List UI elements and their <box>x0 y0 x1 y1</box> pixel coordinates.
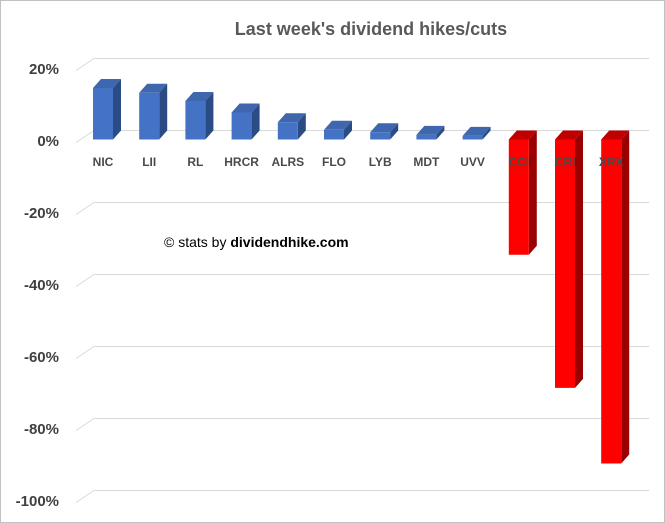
bar-face <box>462 126 491 136</box>
category-label-LYB: LYB <box>368 155 392 169</box>
y-axis-label: -40% <box>23 276 59 294</box>
bar-face <box>185 91 214 101</box>
y-axis-label: 20% <box>28 60 59 78</box>
bar-face <box>113 79 121 140</box>
bar-face <box>390 123 399 140</box>
bar-face <box>324 129 344 140</box>
bar-HRCR <box>231 103 260 140</box>
bar-face <box>621 130 630 464</box>
bar-UVV <box>462 126 491 140</box>
bar-face <box>462 135 483 140</box>
axis-tick <box>75 490 95 503</box>
bar-face <box>251 103 260 140</box>
bar-RL <box>185 91 214 140</box>
category-label-HRCR: HRCR <box>224 155 259 169</box>
y-axis-label: -80% <box>23 420 59 438</box>
bar-face <box>482 126 491 140</box>
category-label-UVV: UVV <box>460 155 485 169</box>
bar-face <box>601 139 622 464</box>
bar-face <box>205 91 214 140</box>
y-axis-label: 0% <box>37 132 59 150</box>
y-axis-label: -100% <box>15 492 59 510</box>
bar-face <box>185 100 206 140</box>
bar-face <box>139 92 160 140</box>
axis-tick <box>75 346 95 359</box>
bar-face <box>139 83 168 93</box>
bar-face <box>416 125 445 135</box>
category-label-RL: RL <box>187 155 204 169</box>
bar-face <box>277 122 298 140</box>
bar-MDT <box>416 125 445 140</box>
category-label-CCI: CCI <box>508 155 530 169</box>
bar-face <box>555 139 575 388</box>
bar-face <box>93 88 113 140</box>
bar-face <box>370 132 391 140</box>
bar-face <box>508 139 529 255</box>
bar-CCI <box>508 130 537 255</box>
y-axis-label: -60% <box>23 348 59 366</box>
axis-tick <box>75 418 95 431</box>
bar-face <box>93 79 121 89</box>
watermark-brand: dividendhike.com <box>230 234 349 250</box>
bar-face <box>277 113 306 123</box>
category-label-NIC: NIC <box>92 155 114 169</box>
category-label-CRI: CRI <box>554 155 576 169</box>
bar-face <box>436 125 445 140</box>
bar-face <box>555 130 583 140</box>
axis-tick <box>75 130 95 143</box>
bar-face <box>297 113 306 140</box>
bar-FLO <box>324 120 352 140</box>
y-axis-label: -20% <box>23 204 59 222</box>
axis-tick <box>75 202 95 215</box>
bar-face <box>324 120 352 130</box>
bar-ALRS <box>277 113 306 140</box>
bar-face <box>416 134 437 140</box>
bar-face <box>344 120 352 140</box>
bar-face <box>575 130 583 388</box>
category-label-ALRS: ALRS <box>271 155 305 169</box>
bar-face <box>159 83 168 140</box>
category-label-FLO: FLO <box>322 155 346 169</box>
bar-XRX <box>601 130 630 464</box>
category-label-LII: LII <box>142 155 157 169</box>
axis-tick <box>75 58 95 71</box>
category-label-MDT: MDT <box>413 155 440 169</box>
watermark: © stats by dividendhike.com <box>164 234 349 250</box>
bar-face <box>601 130 630 140</box>
category-label-XRX: XRX <box>598 155 624 169</box>
bar-face <box>528 130 537 255</box>
bar-CRI <box>555 130 583 388</box>
bar-face <box>231 112 252 140</box>
bar-face <box>370 123 399 133</box>
axis-tick <box>75 274 95 287</box>
bar-LYB <box>370 123 399 140</box>
chart-title: Last week's dividend hikes/cuts <box>234 19 508 39</box>
watermark-prefix: © stats by <box>164 234 231 250</box>
bar-face <box>231 103 260 113</box>
bar-LII <box>139 83 168 140</box>
bar-face <box>508 130 537 140</box>
bar-NIC <box>93 79 121 140</box>
